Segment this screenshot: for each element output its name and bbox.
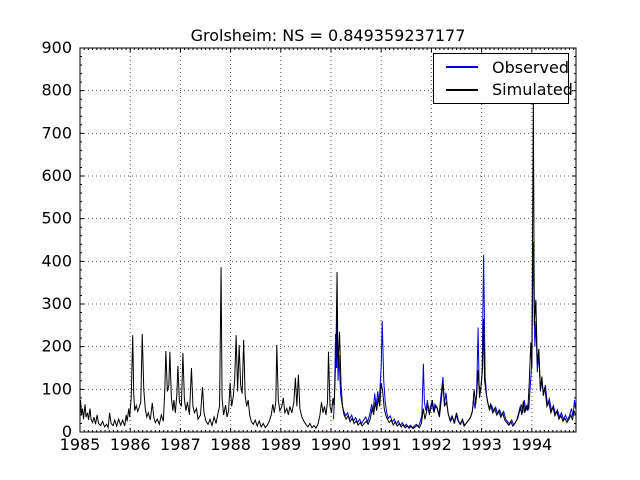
legend-item-simulated: Simulated — [440, 79, 573, 101]
y-tick-label: 600 — [41, 166, 72, 185]
observed-line — [333, 242, 576, 429]
y-tick-label: 500 — [41, 209, 72, 228]
legend-label-observed: Observed — [492, 57, 569, 77]
chart-title: Grolsheim: NS = 0.849359237177 — [190, 26, 466, 45]
observed-line-swatch — [446, 66, 478, 69]
y-tick-label: 0 — [62, 422, 72, 441]
y-tick-label: 900 — [41, 38, 72, 57]
y-tick-label: 300 — [41, 294, 72, 313]
y-tick-label: 700 — [41, 123, 72, 142]
y-tick-label: 800 — [41, 81, 72, 100]
simulated-line-swatch — [446, 88, 478, 91]
x-tick-label: 1986 — [110, 435, 151, 454]
x-tick-label: 1992 — [411, 435, 452, 454]
y-tick-label: 200 — [41, 337, 72, 356]
legend-label-simulated: Simulated — [492, 80, 573, 100]
legend-item-observed: Observed — [440, 56, 569, 78]
x-tick-label: 1993 — [461, 435, 502, 454]
y-tick-label: 400 — [41, 251, 72, 270]
plot-area — [79, 47, 577, 433]
simulated-line — [80, 94, 576, 430]
axis-tick-labels: 0 100 200 300 400 500 600 700 800 900 1985 1986 1987… — [41, 38, 552, 454]
x-tick-label: 1985 — [60, 435, 101, 454]
series-lines — [80, 94, 576, 430]
x-tick-label: 1988 — [210, 435, 251, 454]
legend[interactable]: Observed Simulated — [433, 53, 573, 104]
x-tick-label: 1991 — [361, 435, 402, 454]
x-tick-label: 1990 — [311, 435, 352, 454]
x-tick-label: 1989 — [260, 435, 301, 454]
x-tick-label: 1994 — [511, 435, 552, 454]
y-tick-label: 100 — [41, 379, 72, 398]
x-tick-label: 1987 — [160, 435, 201, 454]
